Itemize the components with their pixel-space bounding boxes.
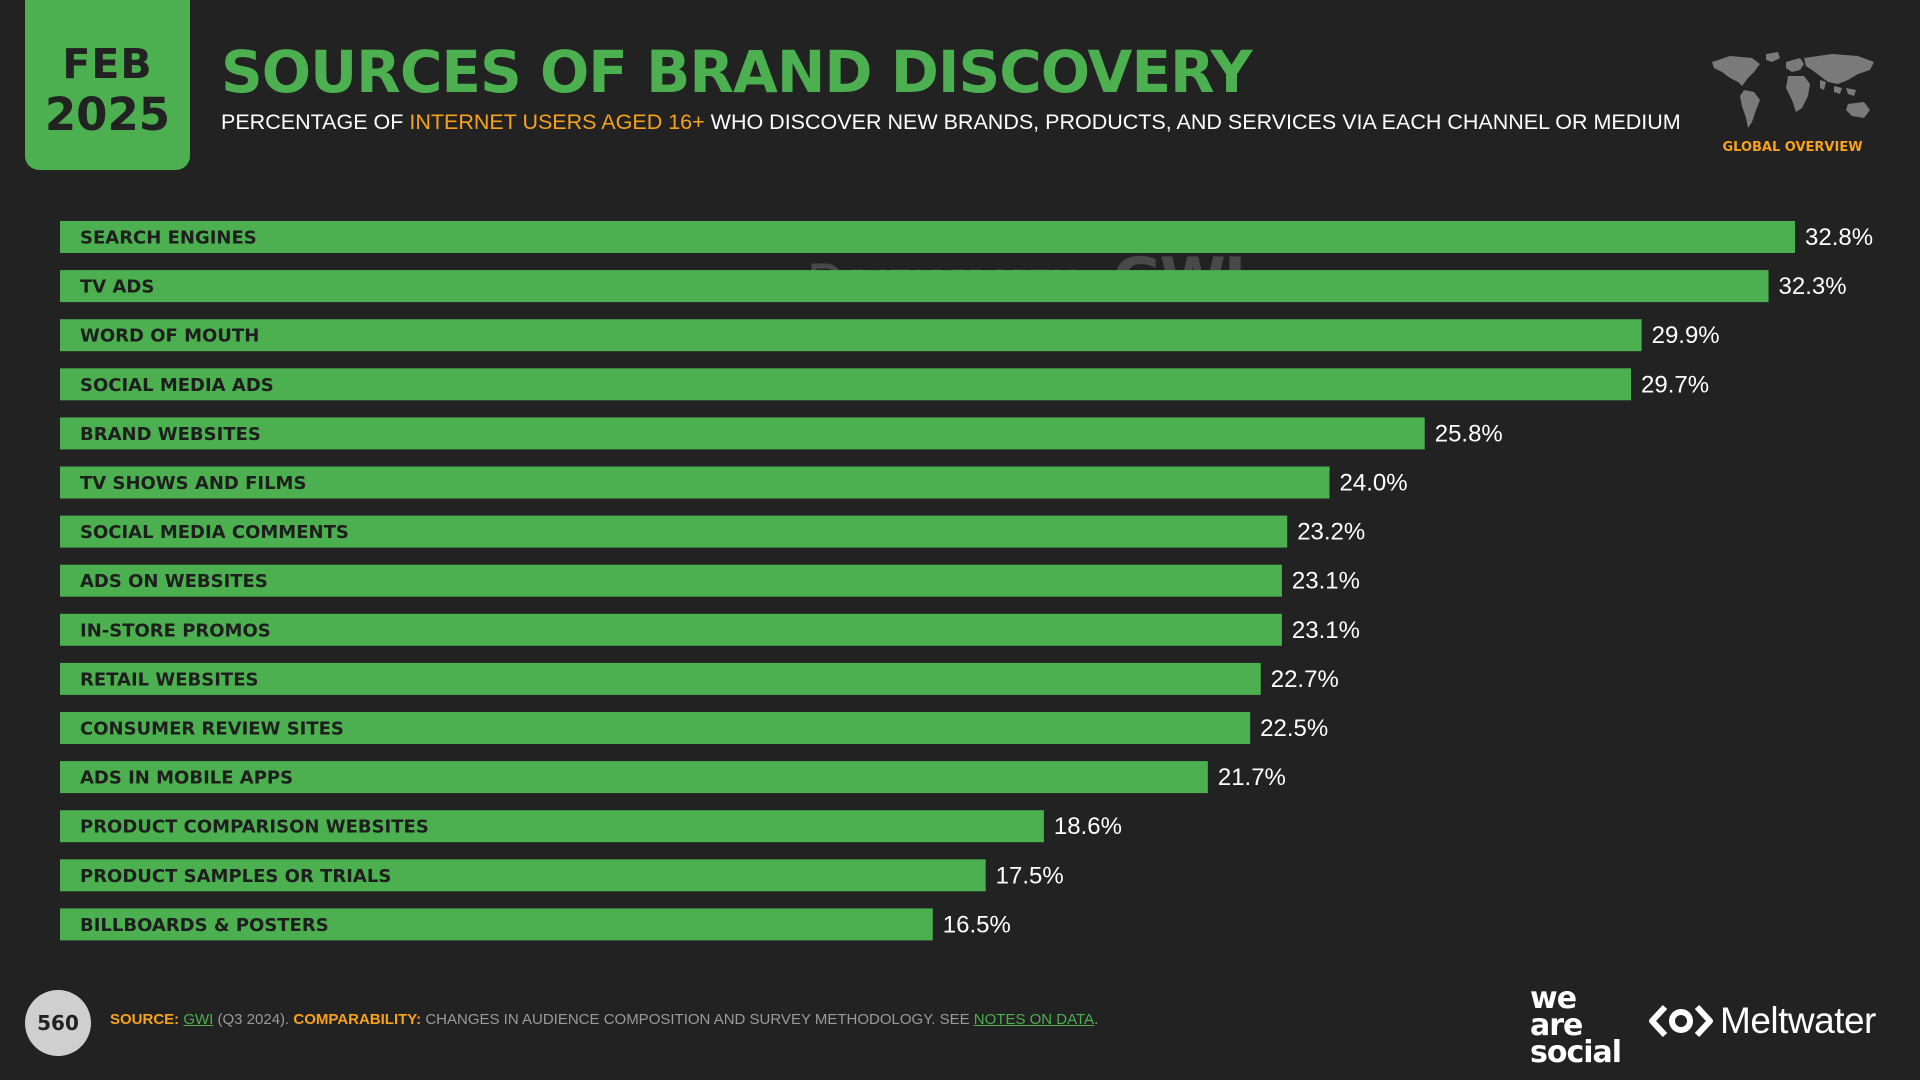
value-label: 17.5% — [996, 862, 1064, 889]
category-label: SEARCH ENGINES — [80, 228, 257, 249]
value-label: 32.8% — [1805, 224, 1873, 251]
bars-group: SEARCH ENGINES 32.8% TV ADS 32.3% WORD OF MO… — [60, 221, 1873, 941]
bar — [60, 319, 1642, 352]
category-label: BRAND WEBSITES — [80, 424, 261, 445]
value-label: 29.9% — [1652, 322, 1720, 349]
bar — [60, 270, 1769, 303]
value-label: 22.5% — [1260, 715, 1328, 742]
category-label: ADS ON WEBSITES — [80, 571, 268, 592]
page-number: 560 — [25, 990, 91, 1056]
category-label: WORD OF MOUTH — [80, 326, 259, 347]
bar — [60, 712, 1251, 744]
value-label: 16.5% — [943, 911, 1011, 938]
bar — [60, 221, 1795, 253]
page-title: SOURCES OF BRAND DISCOVERY — [221, 38, 1253, 106]
bar — [60, 466, 1330, 499]
category-label: PRODUCT COMPARISON WEBSITES — [80, 817, 429, 838]
subtitle-highlight: INTERNET USERS AGED 16+ — [409, 110, 705, 134]
comparability-label: COMPARABILITY: — [293, 1011, 422, 1028]
value-label: 21.7% — [1218, 764, 1286, 791]
category-label: TV ADS — [80, 277, 154, 298]
page-subtitle: PERCENTAGE OF INTERNET USERS AGED 16+ WH… — [221, 110, 1681, 135]
category-label: BILLBOARDS & POSTERS — [80, 915, 329, 936]
we-are-social-logo: we are social — [1530, 981, 1630, 1070]
world-map-icon — [1712, 52, 1874, 128]
value-label: 22.7% — [1271, 666, 1339, 693]
source-link[interactable]: GWI — [183, 1011, 214, 1028]
bar — [60, 908, 933, 941]
notes-on-data-link[interactable]: NOTES ON DATA — [973, 1011, 1095, 1028]
value-label: 24.0% — [1340, 470, 1408, 497]
date-badge: FEB 2025 — [25, 0, 190, 170]
category-label: CONSUMER REVIEW SITES — [80, 719, 344, 740]
value-label: 23.1% — [1292, 617, 1360, 644]
bar — [60, 662, 1261, 695]
category-label: ADS IN MOBILE APPS — [80, 768, 293, 789]
bar — [60, 368, 1632, 401]
bar — [60, 810, 1044, 843]
bar — [60, 859, 986, 892]
category-label: RETAIL WEBSITES — [80, 669, 258, 690]
category-label: SOCIAL MEDIA COMMENTS — [80, 522, 349, 543]
meltwater-mark-icon — [1649, 1004, 1713, 1038]
date-year: 2025 — [44, 88, 171, 141]
notes-end: . — [1094, 1011, 1099, 1028]
category-label: TV SHOWS AND FILMS — [80, 473, 306, 494]
bar — [60, 417, 1425, 450]
comparability-text: CHANGES IN AUDIENCE COMPOSITION AND SURV… — [421, 1011, 974, 1028]
meltwater-logo: Meltwater — [1648, 1000, 1876, 1042]
subtitle-suffix: WHO DISCOVER NEW BRANDS, PRODUCTS, AND S… — [704, 110, 1681, 134]
date-month: FEB — [62, 40, 153, 88]
region-label: GLOBAL OVERVIEW — [1722, 140, 1863, 155]
source-note: SOURCE: GWI (Q3 2024). COMPARABILITY: CH… — [110, 1011, 1098, 1028]
value-label: 32.3% — [1779, 273, 1847, 300]
meltwater-text: Meltwater — [1720, 1000, 1876, 1041]
value-label: 23.1% — [1292, 568, 1360, 595]
bar — [60, 515, 1288, 548]
category-label: PRODUCT SAMPLES OR TRIALS — [80, 866, 391, 887]
value-label: 29.7% — [1641, 371, 1709, 398]
bar — [60, 564, 1282, 597]
bar — [60, 613, 1282, 646]
logo-we: we — [1530, 981, 1577, 1016]
value-label: 23.2% — [1297, 519, 1365, 546]
value-label: 18.6% — [1054, 813, 1122, 840]
source-detail: (Q3 2024). — [213, 1011, 294, 1028]
bar — [60, 761, 1208, 794]
category-label: SOCIAL MEDIA ADS — [80, 375, 274, 396]
logo-social: social — [1530, 1035, 1622, 1070]
value-label: 25.8% — [1435, 420, 1503, 447]
category-label: IN-STORE PROMOS — [80, 620, 271, 641]
source-label: SOURCE: — [110, 1011, 180, 1028]
subtitle-prefix: PERCENTAGE OF — [221, 110, 410, 134]
logo-are: are — [1530, 1008, 1583, 1043]
